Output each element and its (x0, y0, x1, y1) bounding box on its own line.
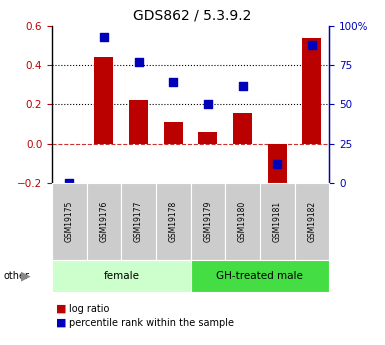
Text: GH-treated male: GH-treated male (216, 271, 303, 281)
Text: other: other (4, 271, 30, 281)
Bar (268, 144, 287, 195)
Point (205, 101, 211, 107)
Point (136, 59, 142, 65)
Bar (233, 113, 252, 144)
Text: GSM19179: GSM19179 (203, 201, 213, 242)
Bar (302, 38, 321, 144)
Text: log ratio: log ratio (69, 304, 110, 314)
Point (170, 80, 176, 85)
Text: ■: ■ (56, 318, 66, 327)
Point (101, 34, 107, 40)
Text: GSM19177: GSM19177 (134, 201, 143, 242)
Text: GSM19176: GSM19176 (99, 201, 109, 242)
Point (309, 42, 315, 48)
Text: GSM19180: GSM19180 (238, 201, 247, 242)
Text: ■: ■ (56, 304, 66, 314)
Text: ▶: ▶ (22, 269, 31, 283)
Text: percentile rank within the sample: percentile rank within the sample (69, 318, 234, 327)
Text: female: female (103, 271, 139, 281)
Bar (94, 57, 114, 144)
Bar (164, 122, 183, 144)
Text: GSM19175: GSM19175 (65, 201, 74, 242)
Text: GDS862 / 5.3.9.2: GDS862 / 5.3.9.2 (133, 9, 252, 23)
Point (239, 83, 246, 88)
Text: GSM19182: GSM19182 (307, 201, 316, 242)
Bar (129, 100, 148, 144)
Point (66, 180, 72, 186)
Point (274, 161, 280, 167)
Text: GSM19181: GSM19181 (273, 201, 282, 242)
Text: GSM19178: GSM19178 (169, 201, 178, 242)
Bar (198, 132, 218, 144)
